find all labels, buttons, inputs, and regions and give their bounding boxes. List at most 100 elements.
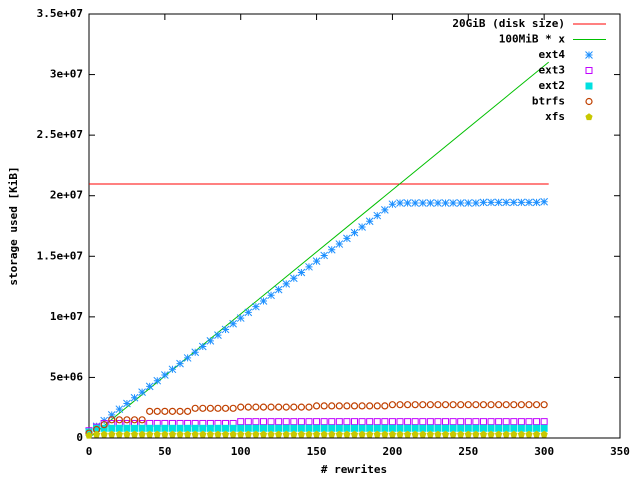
point — [464, 199, 473, 207]
point — [388, 401, 397, 409]
point — [335, 402, 343, 410]
point — [419, 418, 427, 426]
point — [449, 199, 457, 207]
point — [525, 418, 533, 426]
point — [161, 430, 169, 438]
point — [487, 424, 495, 432]
point — [267, 424, 275, 432]
point — [335, 430, 343, 438]
point — [373, 211, 382, 220]
point — [487, 401, 495, 409]
point — [313, 424, 321, 432]
point — [404, 418, 412, 426]
point — [434, 430, 442, 438]
point — [472, 401, 480, 409]
point — [130, 416, 139, 424]
point — [434, 199, 442, 207]
point — [168, 424, 176, 432]
point — [358, 424, 366, 432]
point — [130, 430, 139, 438]
point — [297, 418, 305, 426]
plot-frame — [88, 13, 621, 439]
point — [479, 424, 487, 432]
point — [274, 285, 283, 294]
point — [115, 416, 123, 424]
point — [328, 430, 336, 438]
x-tick-label: 50 — [158, 445, 171, 458]
point — [282, 418, 290, 426]
point — [396, 430, 404, 438]
point — [366, 418, 374, 426]
point — [313, 418, 321, 426]
point — [533, 424, 541, 432]
point — [259, 418, 267, 426]
point — [206, 424, 214, 432]
point — [289, 274, 298, 283]
point — [418, 199, 427, 207]
point — [540, 424, 548, 432]
point — [320, 424, 328, 432]
point — [479, 430, 488, 438]
point — [244, 430, 252, 438]
point — [267, 291, 275, 300]
point — [108, 424, 116, 432]
point — [464, 424, 472, 432]
point — [472, 430, 480, 438]
point — [388, 424, 396, 432]
point — [290, 403, 298, 411]
y-tick-label: 1.5e+07 — [37, 249, 83, 262]
point — [487, 418, 495, 426]
point — [222, 424, 230, 432]
point — [229, 424, 237, 432]
point — [191, 404, 199, 412]
point — [540, 418, 548, 426]
point — [373, 424, 381, 432]
point — [517, 198, 526, 207]
point — [100, 430, 108, 438]
point — [464, 418, 472, 426]
y-tick-label: 2.5e+07 — [37, 128, 83, 141]
x-tick-label: 300 — [534, 445, 554, 458]
point — [191, 424, 199, 432]
x-tick-label: 100 — [231, 445, 251, 458]
point — [502, 418, 510, 426]
point — [449, 418, 457, 426]
point — [525, 198, 533, 207]
point — [533, 418, 541, 426]
point — [259, 424, 267, 432]
point — [161, 371, 169, 379]
point — [290, 430, 298, 438]
point — [108, 430, 116, 438]
point — [305, 262, 313, 271]
point — [198, 342, 207, 351]
point — [214, 424, 222, 432]
point — [502, 430, 510, 438]
point — [479, 418, 487, 426]
point — [373, 402, 381, 410]
point — [403, 430, 412, 438]
point — [115, 405, 124, 414]
legend-label: 100MiB * x — [499, 33, 566, 46]
point — [275, 424, 283, 432]
point — [419, 430, 427, 438]
y-tick-label: 3e+07 — [50, 68, 83, 81]
point — [237, 418, 245, 426]
point — [282, 424, 290, 432]
point — [93, 424, 101, 432]
point — [191, 348, 200, 357]
point — [502, 424, 510, 432]
point — [358, 402, 366, 410]
point — [441, 430, 450, 438]
point — [229, 430, 237, 438]
legend-swatch — [585, 67, 593, 74]
point — [138, 388, 146, 396]
point — [206, 404, 214, 412]
point — [328, 402, 336, 410]
point — [275, 403, 283, 411]
point — [221, 325, 230, 334]
point — [365, 217, 374, 226]
point — [426, 430, 434, 438]
point — [525, 430, 533, 438]
point — [350, 430, 359, 438]
point — [297, 430, 306, 438]
